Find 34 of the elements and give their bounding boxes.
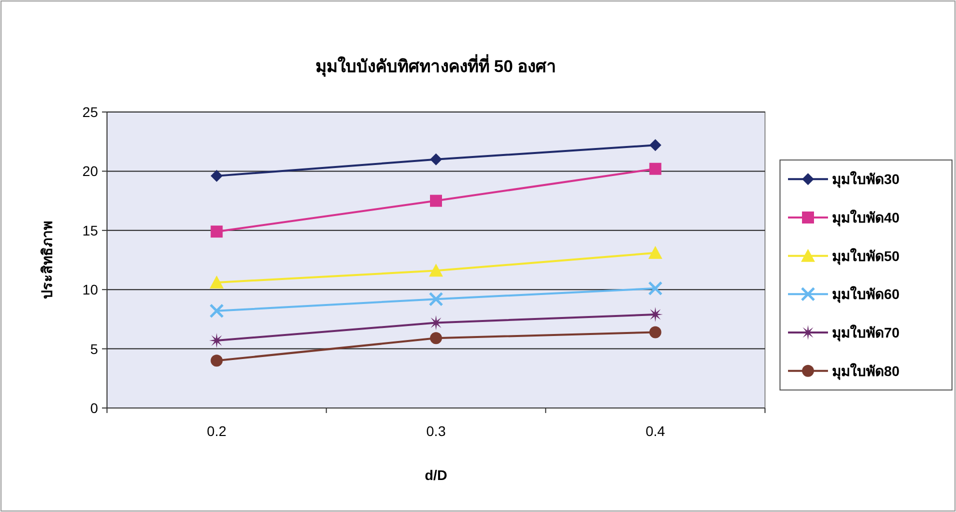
point [428, 292, 444, 306]
y-tick-label: 15 [82, 222, 98, 238]
point [209, 304, 224, 318]
point [649, 326, 662, 338]
y-tick-label: 20 [82, 163, 98, 180]
point [210, 354, 223, 367]
point [430, 153, 442, 166]
point [649, 139, 662, 152]
y-tick-label: 5 [90, 340, 98, 357]
point [210, 170, 223, 182]
legend-label: มุมใบพัด30 [832, 170, 900, 188]
x-tick-label: 0.4 [646, 423, 666, 439]
point [429, 264, 443, 277]
point [648, 246, 662, 259]
point [430, 332, 442, 344]
legend-label: มุมใบพัด40 [832, 208, 900, 226]
legend-label: มุมใบพัด60 [832, 285, 900, 304]
chart-title: มุมใบบังคับทิศทางคงที่ที่ 50 องศา [315, 54, 557, 77]
x-tick-label: 0.2 [206, 423, 227, 439]
y-axis-title: ประสิทธิภาพ [39, 221, 55, 299]
point [210, 226, 223, 238]
legend-label: มุมใบพัด50 [832, 246, 900, 265]
y-tick-label: 0 [90, 400, 98, 416]
point [210, 275, 224, 288]
legend-label: มุมใบพัด70 [832, 324, 900, 342]
y-tick-label: 25 [82, 104, 98, 120]
x-axis-title: d/D [424, 467, 448, 483]
point [648, 281, 663, 296]
legend-label: มุมใบพัด80 [832, 362, 900, 380]
point [649, 162, 662, 175]
y-tick-label: 10 [82, 282, 98, 298]
point [430, 194, 442, 207]
point [428, 315, 444, 330]
x-tick-label: 0.3 [426, 423, 446, 439]
